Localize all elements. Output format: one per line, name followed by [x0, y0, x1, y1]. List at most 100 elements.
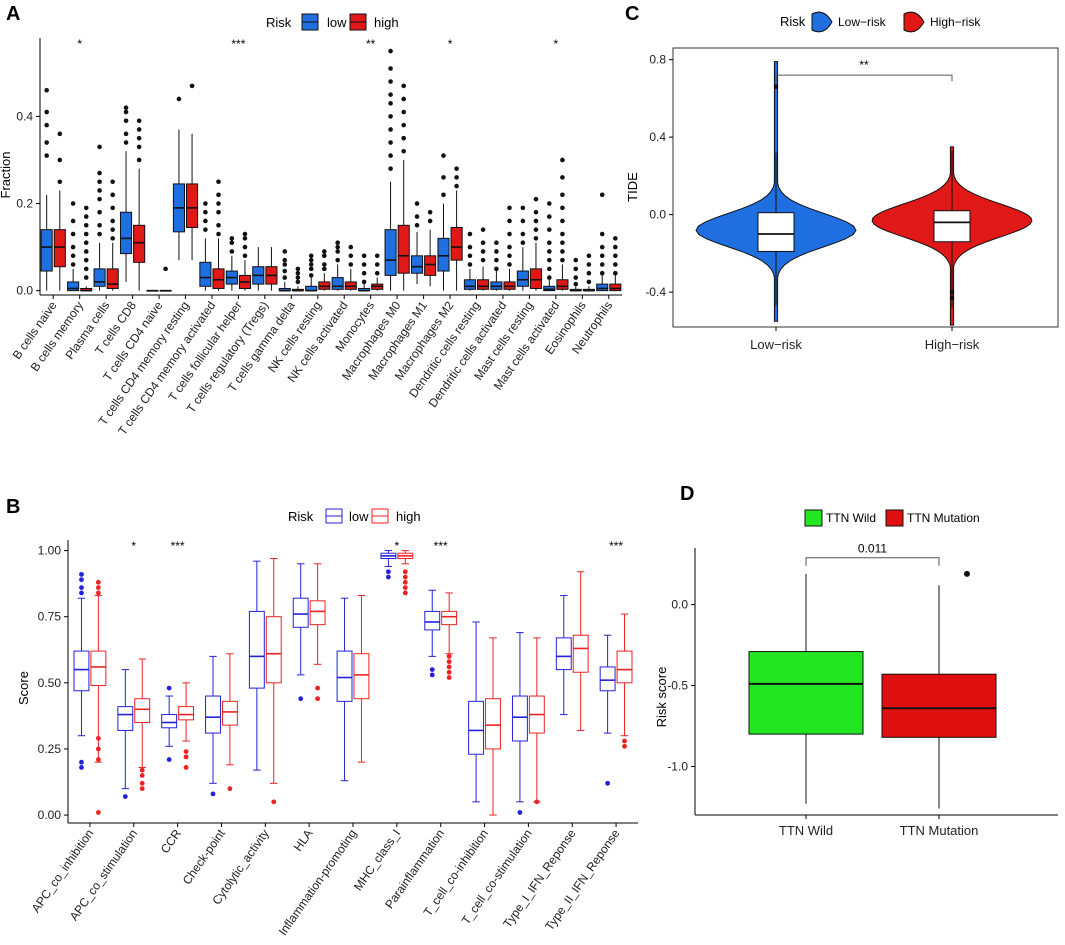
b-box-high	[221, 700, 238, 726]
b-outlier	[446, 669, 452, 675]
a-outlier	[83, 275, 89, 280]
d-ytick-label: 0.0	[671, 598, 688, 612]
a-outlier	[295, 279, 301, 285]
a-outlier	[507, 262, 512, 267]
a-outlier	[401, 83, 406, 89]
a-outlier	[242, 236, 248, 241]
a-outlier	[547, 249, 552, 254]
b-box-high	[178, 706, 195, 721]
a-outlier	[573, 257, 579, 263]
c-ylabel: TIDE	[625, 172, 640, 202]
a-outlier	[70, 231, 76, 237]
a-outlier	[547, 266, 552, 272]
a-outlier	[123, 118, 129, 124]
c-ytick-label: 0.8	[649, 53, 666, 67]
b-ytick-label: 1.00	[38, 544, 62, 558]
a-outlier	[57, 157, 63, 163]
a-outlier	[110, 227, 115, 232]
a-box-low	[40, 229, 53, 272]
a-outlier	[533, 227, 539, 232]
a-outlier	[203, 218, 208, 224]
a-outlier	[57, 179, 63, 185]
a-box-low	[119, 211, 133, 255]
b-outlier	[79, 577, 84, 583]
a-outlier	[414, 201, 420, 206]
a-outlier	[560, 218, 565, 224]
a-outlier	[83, 214, 89, 219]
a-outlier	[136, 157, 142, 163]
a-outlier	[83, 249, 89, 254]
b-box-low	[73, 650, 90, 692]
b-outlier	[139, 780, 145, 786]
a-outlier	[123, 105, 129, 110]
b-box-low	[424, 610, 441, 631]
a-outlier	[520, 205, 526, 211]
a-box-high	[529, 268, 543, 289]
a-legend: Risk low high	[266, 13, 399, 31]
d-legend-key-wild	[804, 509, 823, 527]
d-legend-wild-label: TTN Wild	[826, 511, 876, 525]
a-box-low	[67, 281, 80, 292]
c-outlier	[949, 295, 955, 301]
a-outlier	[97, 144, 102, 150]
b-box-high	[309, 600, 326, 626]
panel-d: Risk score TTN Wild TTN Mutation -1.0 -0.…	[654, 509, 1058, 838]
c-ytick-label: 0.0	[649, 208, 666, 222]
a-outlier	[282, 257, 288, 263]
a-outlier	[83, 231, 89, 237]
a-box-high	[477, 279, 490, 290]
a-outlier	[70, 262, 76, 267]
b-box-low	[205, 695, 221, 734]
a-box-high	[212, 268, 225, 289]
a-outlier	[520, 218, 526, 224]
b-box-low	[117, 706, 134, 731]
a-box-high	[397, 224, 410, 274]
a-ytick-label: 0.2	[16, 197, 33, 211]
a-outlier	[441, 153, 446, 158]
b-outlier	[385, 569, 391, 575]
a-outlier	[507, 205, 512, 211]
a-outlier	[599, 192, 605, 198]
a-outlier	[361, 279, 367, 285]
a-outlier	[322, 249, 327, 254]
a-outlier	[401, 135, 406, 141]
a-outlier	[613, 262, 618, 267]
a-outlier	[414, 223, 420, 228]
a-outlier	[110, 192, 115, 198]
a-outlier	[560, 157, 565, 163]
a-outlier	[335, 257, 340, 263]
a-outlier	[295, 270, 301, 276]
a-significance: *	[77, 37, 82, 51]
a-outlier	[83, 205, 89, 211]
b-outlier	[139, 772, 145, 778]
b-box-high	[265, 616, 282, 684]
a-outlier	[533, 218, 539, 224]
a-outlier	[599, 262, 605, 267]
c-legend-low-label: Low−risk	[838, 15, 887, 29]
b-outlier	[79, 585, 84, 591]
b-box-low	[511, 695, 528, 742]
a-outlier	[388, 140, 393, 145]
a-outlier	[414, 214, 420, 219]
b-legend-high-label: high	[396, 509, 421, 524]
b-outlier	[385, 574, 391, 580]
a-outlier	[361, 253, 367, 259]
b-box-high	[616, 650, 633, 684]
a-box-low	[516, 270, 529, 287]
a-outlier	[322, 262, 327, 267]
a-outlier	[573, 281, 579, 287]
b-outlier	[622, 738, 627, 744]
a-significance: ***	[231, 37, 245, 51]
a-outlier	[388, 66, 393, 71]
b-xtick-label: Check-point	[180, 826, 229, 887]
c-outlier	[949, 289, 955, 295]
a-outlier	[282, 268, 288, 274]
b-box-low	[161, 714, 178, 729]
b-outlier	[139, 786, 145, 792]
b-legend: Risk low high	[288, 508, 421, 524]
b-box-high	[90, 650, 107, 686]
a-outlier	[136, 144, 142, 150]
d-ytick-label: -1.0	[667, 759, 688, 773]
a-outlier	[388, 79, 393, 84]
a-outlier	[97, 209, 102, 215]
